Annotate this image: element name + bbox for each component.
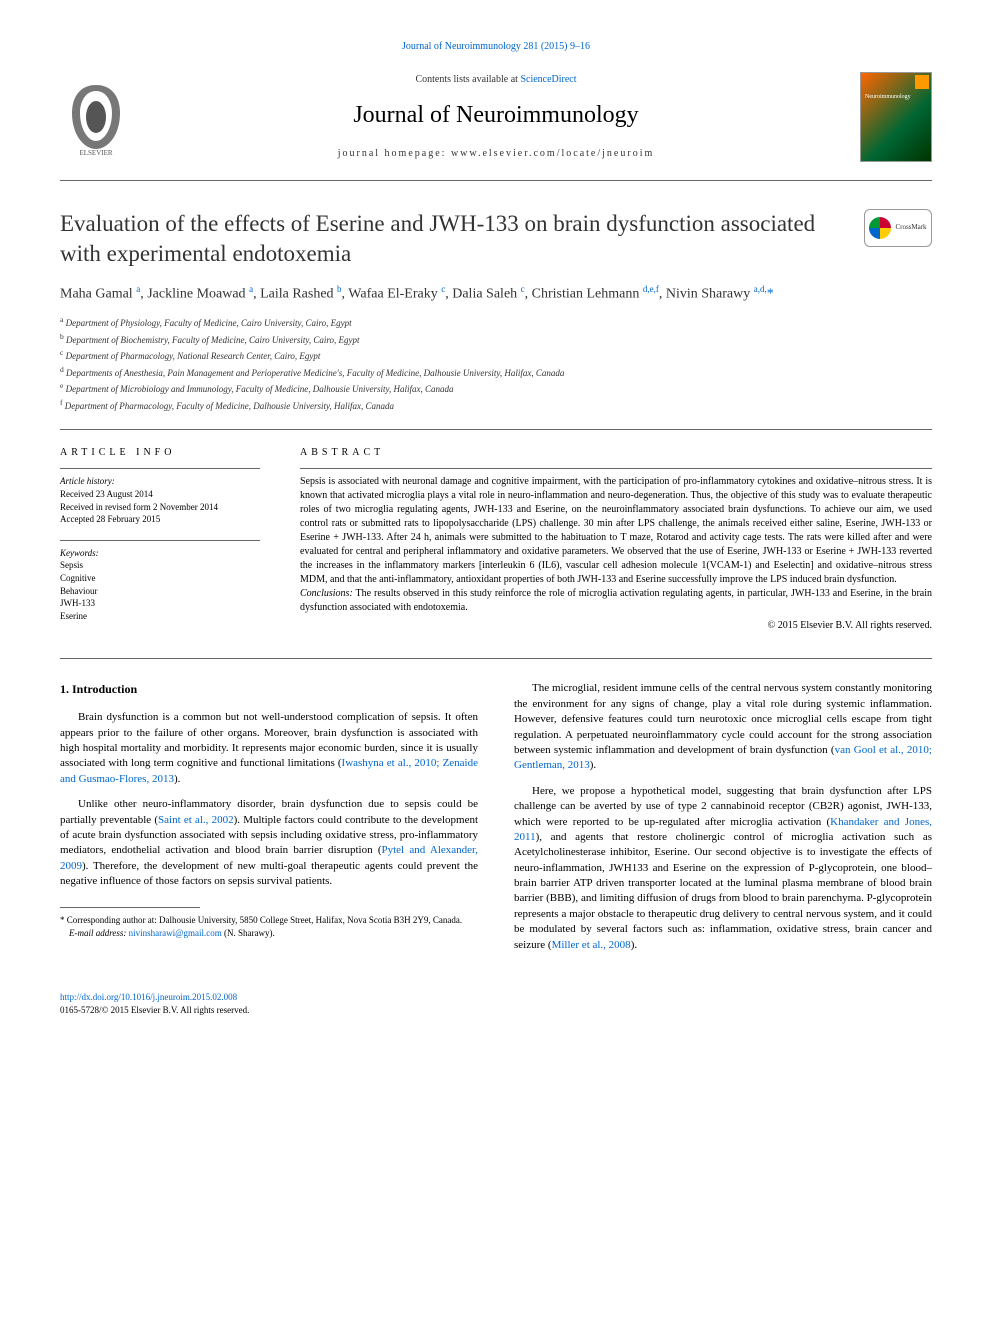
body-column-right: The microglial, resident immune cells of… (514, 681, 932, 963)
keyword-item: Sepsis (60, 559, 260, 572)
article-history-label: Article history: (60, 475, 260, 488)
affiliation-item: d Departments of Anesthesia, Pain Manage… (60, 364, 932, 381)
abstract-body: Sepsis is associated with neuronal damag… (300, 476, 932, 585)
abstract-divider (300, 468, 932, 469)
body-columns: 1. Introduction Brain dysfunction is a c… (60, 681, 932, 963)
article-title: Evaluation of the effects of Eserine and… (60, 209, 844, 269)
keyword-item: Cognitive (60, 572, 260, 585)
affiliation-divider (60, 429, 932, 430)
corresponding-text: Corresponding author at: Dalhousie Unive… (67, 915, 462, 925)
info-abstract-row: ARTICLE INFO Article history: Received 2… (60, 446, 932, 636)
contents-line: Contents lists available at ScienceDirec… (132, 73, 860, 87)
issue-citation[interactable]: Journal of Neuroimmunology 281 (2015) 9–… (60, 40, 932, 54)
author-list: Maha Gamal a, Jackline Moawad a, Laila R… (60, 283, 932, 305)
p3-post: ). (590, 759, 596, 771)
abstract-heading: ABSTRACT (300, 446, 932, 460)
title-row: Evaluation of the effects of Eserine and… (60, 209, 932, 269)
conclusions-label: Conclusions: (300, 588, 353, 599)
affiliation-item: e Department of Microbiology and Immunol… (60, 380, 932, 397)
conclusions-text: The results observed in this study reinf… (300, 588, 932, 613)
email-link[interactable]: nivinsharawi@gmail.com (129, 928, 222, 938)
affiliation-item: c Department of Pharmacology, National R… (60, 347, 932, 364)
affiliation-item: a Department of Physiology, Faculty of M… (60, 314, 932, 331)
svg-text:ELSEVIER: ELSEVIER (79, 149, 112, 157)
p2-post: ). Therefore, the development of new mul… (60, 860, 478, 887)
crossmark-badge[interactable]: CrossMark (864, 209, 932, 247)
journal-cover-label: Neuroimmunology (865, 93, 911, 101)
intro-paragraph-1: Brain dysfunction is a common but not we… (60, 710, 478, 787)
abstract-column: ABSTRACT Sepsis is associated with neuro… (300, 446, 932, 636)
keywords-label: Keywords: (60, 547, 260, 560)
elsevier-logo-icon: ELSEVIER (60, 77, 132, 157)
info-divider-2 (60, 540, 260, 541)
history-line: Received 23 August 2014 (60, 488, 260, 501)
sciencedirect-link[interactable]: ScienceDirect (520, 74, 576, 85)
journal-header: ELSEVIER Contents lists available at Sci… (60, 72, 932, 162)
footnote-divider (60, 907, 200, 908)
citation-link[interactable]: Saint et al., 2002 (158, 814, 234, 826)
journal-name: Journal of Neuroimmunology (132, 99, 860, 133)
email-label: E-mail address: (69, 928, 126, 938)
intro-paragraph-4: Here, we propose a hypothetical model, s… (514, 784, 932, 953)
article-info-column: ARTICLE INFO Article history: Received 2… (60, 446, 260, 636)
citation-link[interactable]: Miller et al., 2008 (552, 939, 631, 951)
contents-prefix: Contents lists available at (415, 74, 520, 85)
star-icon: * (60, 915, 67, 925)
article-info-heading: ARTICLE INFO (60, 446, 260, 460)
abstract-text: Sepsis is associated with neuronal damag… (300, 475, 932, 615)
introduction-heading: 1. Introduction (60, 681, 478, 698)
page-footer: http://dx.doi.org/10.1016/j.jneuroim.201… (60, 991, 932, 1016)
keywords-block: Keywords: SepsisCognitiveBehaviourJWH-13… (60, 547, 260, 623)
journal-cover-icon: Neuroimmunology (860, 72, 932, 162)
affiliation-item: b Department of Biochemistry, Faculty of… (60, 331, 932, 348)
crossmark-label: CrossMark (895, 223, 926, 233)
abstract-copyright: © 2015 Elsevier B.V. All rights reserved… (300, 619, 932, 633)
p1-post: ). (174, 773, 180, 785)
header-divider (60, 180, 932, 181)
p4-mid: ), and agents that restore cholinergic c… (514, 831, 932, 951)
homepage-prefix: journal homepage: (338, 148, 451, 159)
doi-link[interactable]: http://dx.doi.org/10.1016/j.jneuroim.201… (60, 991, 932, 1004)
corresponding-footnote: * Corresponding author at: Dalhousie Uni… (60, 914, 478, 939)
body-column-left: 1. Introduction Brain dysfunction is a c… (60, 681, 478, 963)
affiliation-item: f Department of Pharmacology, Faculty of… (60, 397, 932, 414)
keyword-item: Behaviour (60, 585, 260, 598)
article-history-block: Article history: Received 23 August 2014… (60, 475, 260, 525)
keyword-item: JWH-133 (60, 597, 260, 610)
history-line: Received in revised form 2 November 2014 (60, 501, 260, 514)
info-divider-1 (60, 468, 260, 469)
history-line: Accepted 28 February 2015 (60, 513, 260, 526)
intro-paragraph-3: The microglial, resident immune cells of… (514, 681, 932, 773)
issn-copyright: 0165-5728/© 2015 Elsevier B.V. All right… (60, 1004, 932, 1017)
header-center: Contents lists available at ScienceDirec… (132, 73, 860, 161)
journal-homepage: journal homepage: www.elsevier.com/locat… (132, 147, 860, 161)
intro-paragraph-2: Unlike other neuro-inflammatory disorder… (60, 797, 478, 889)
crossmark-icon (869, 217, 891, 239)
affiliation-list: a Department of Physiology, Faculty of M… (60, 314, 932, 413)
email-name: (N. Sharawy). (224, 928, 275, 938)
p4-post: ). (631, 939, 637, 951)
body-divider (60, 658, 932, 659)
homepage-url[interactable]: www.elsevier.com/locate/jneuroim (451, 148, 654, 159)
keyword-item: Eserine (60, 610, 260, 623)
